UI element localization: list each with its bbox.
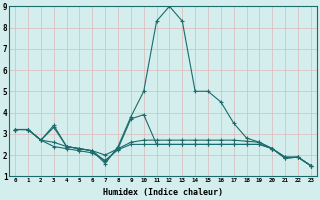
X-axis label: Humidex (Indice chaleur): Humidex (Indice chaleur) (103, 188, 223, 197)
